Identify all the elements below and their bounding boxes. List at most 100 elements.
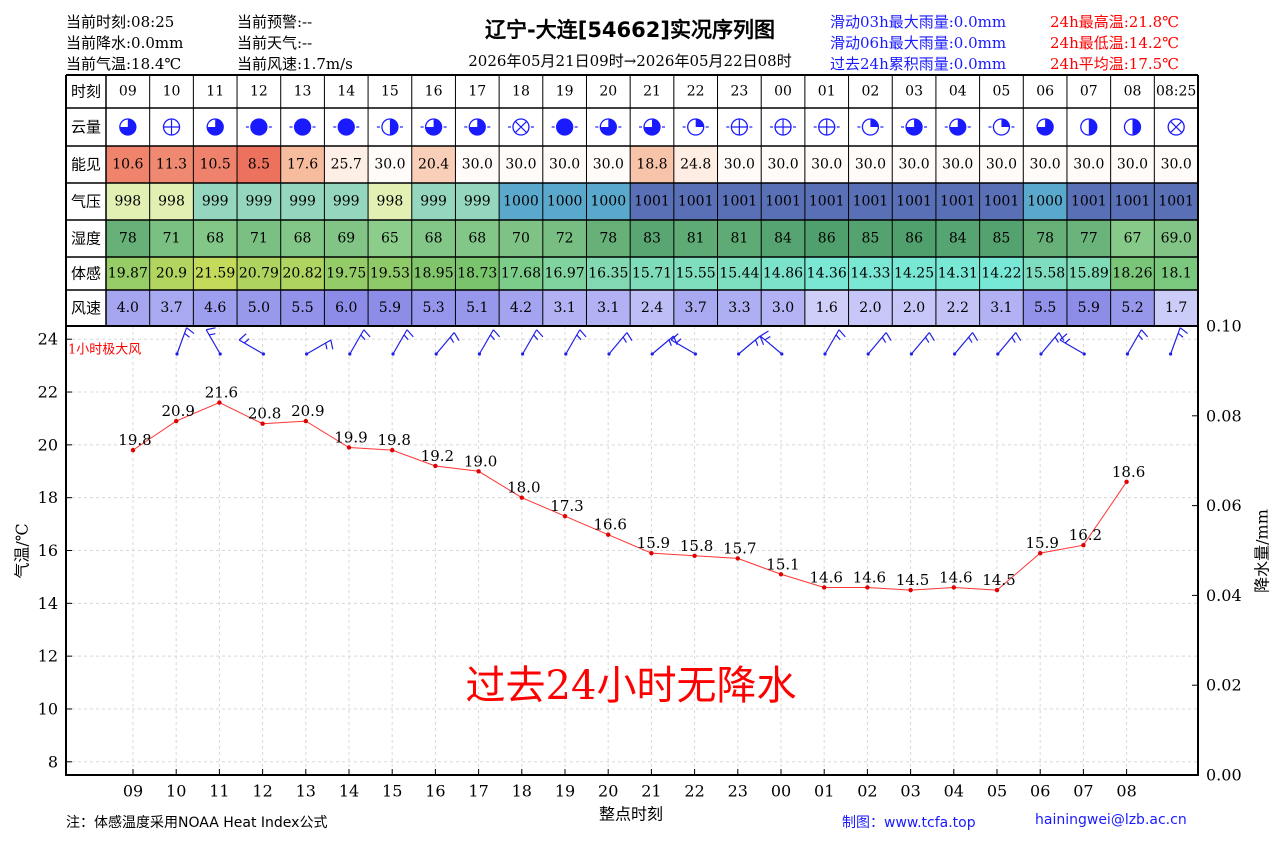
table-cell-bg [149, 290, 194, 326]
table-value: 30.0 [898, 157, 929, 173]
wind-barb-shaft [205, 329, 221, 355]
wind-barb-shaft [478, 329, 494, 355]
wind-barb-shaft [1126, 329, 1142, 355]
table-value: 14.33 [850, 266, 890, 282]
wind-barb-feather [1137, 334, 1144, 341]
hour-label: 13 [294, 84, 312, 100]
x-tick-label: 08 [1116, 782, 1136, 801]
table-cell-bg [935, 146, 980, 183]
hour-label: 01 [818, 84, 836, 100]
table-value: 1.7 [1165, 300, 1187, 316]
hour-label: 22 [687, 84, 705, 100]
table-value: 30.0 [767, 157, 798, 173]
table-value: 15.71 [632, 266, 672, 282]
wind-barb-shaft [867, 332, 887, 355]
temp-max: 24h最高温:21.8℃ [1050, 13, 1179, 31]
table-value: 2.4 [641, 300, 663, 316]
table-value: 999 [246, 194, 273, 210]
temperature-point [1081, 543, 1086, 548]
x-tick-label: 16 [425, 782, 445, 801]
table-cell-bg [542, 220, 587, 257]
wind-barb-shaft [670, 339, 696, 355]
table-value: 998 [114, 194, 141, 210]
table-value: 30.0 [549, 157, 580, 173]
table-cell-bg [979, 290, 1024, 326]
wind-barb-shaft [238, 339, 264, 355]
rain-3h: 滑动03h最大雨量:0.0mm [830, 13, 1007, 31]
wind-barb-feather [622, 336, 627, 343]
x-tick-label: 05 [987, 782, 1007, 801]
wind-barb-feather [1064, 338, 1071, 344]
temperature-point [649, 550, 654, 556]
rain-24h: 过去24h累积雨量:0.0mm [830, 55, 1007, 73]
cloud-cover-icon [376, 118, 403, 136]
cloud-fill [338, 119, 355, 135]
table-cell-bg [455, 183, 500, 220]
table-value: 1001 [853, 194, 889, 210]
temperature-point [476, 469, 481, 474]
wind-barb-icon [521, 329, 544, 356]
table-cell-bg [237, 146, 281, 183]
wind-barb-shaft [176, 327, 188, 355]
temperature-point [433, 463, 438, 469]
wind-barb-feather [668, 339, 672, 346]
hour-label: 10 [163, 84, 181, 100]
wind-barb-feather [453, 332, 460, 341]
cloud-fill [644, 119, 660, 135]
table-cell-bg [1110, 220, 1155, 257]
table-value: 30.0 [724, 157, 755, 173]
chart-title: 辽宁-大连[54662]实况序列图 [485, 18, 775, 42]
footer-note: 注：体感温度采用NOAA Heat Index公式 [66, 815, 328, 831]
wind-barb-shaft [1040, 332, 1060, 355]
y2-tick-label: 0.02 [1206, 676, 1242, 695]
wind-barb-feather [925, 336, 930, 343]
table-value: 14.31 [938, 266, 978, 282]
table-cell-bg [193, 146, 238, 183]
table-value: 3.0 [772, 300, 794, 316]
table-value: 1001 [722, 194, 758, 210]
temperature-point [735, 556, 740, 561]
table-cell-bg [411, 290, 456, 326]
table-cell-bg [1110, 290, 1155, 326]
wind-barb-shaft [522, 329, 538, 355]
table-cell-bg [411, 146, 456, 183]
wind-barb-feather [885, 332, 892, 341]
table-value: 68 [468, 231, 486, 247]
table-value: 25.7 [331, 157, 362, 173]
table-value: 1001 [809, 194, 845, 210]
wind-barb-feather [449, 336, 455, 343]
wind-barb-icon [607, 332, 633, 356]
table-value: 14.25 [894, 266, 934, 282]
table-value: 30.0 [811, 157, 842, 173]
current-temp: 当前气温:18.4℃ [66, 55, 182, 73]
temperature-point [1038, 550, 1043, 556]
cloud-cover-icon [1080, 118, 1098, 136]
table-value: 6.0 [335, 300, 357, 316]
hour-label: 09 [119, 84, 137, 100]
table-value: 5.9 [1078, 300, 1100, 316]
table-cell-bg [106, 183, 150, 220]
wind-barb-shaft [954, 332, 974, 355]
table-cell-bg [761, 257, 805, 290]
table-cell-bg [1110, 183, 1155, 220]
x-tick-label: 00 [771, 782, 791, 801]
wind-barb-feather [576, 334, 582, 341]
table-cell-bg [411, 183, 456, 220]
cloud-cover-icon [420, 118, 447, 136]
table-cell-bg [892, 257, 936, 290]
cloud-cross [514, 120, 527, 134]
wind-barb-feather [1177, 332, 1184, 338]
wind-barb-feather [579, 329, 587, 338]
cloud-fill [949, 119, 966, 135]
table-cell-bg [455, 220, 500, 257]
table-value: 15.55 [676, 266, 716, 282]
table-cell-bg [586, 220, 631, 257]
cloud-cover-icon [333, 118, 360, 136]
table-cell-bg [804, 183, 849, 220]
row-label: 时刻 [71, 83, 101, 101]
table-value: 10.6 [112, 157, 143, 173]
table-cell-bg [542, 183, 587, 220]
wind-barb-icon [1059, 333, 1086, 356]
wind-barb-shaft [910, 332, 930, 355]
table-cell-bg [499, 290, 543, 326]
